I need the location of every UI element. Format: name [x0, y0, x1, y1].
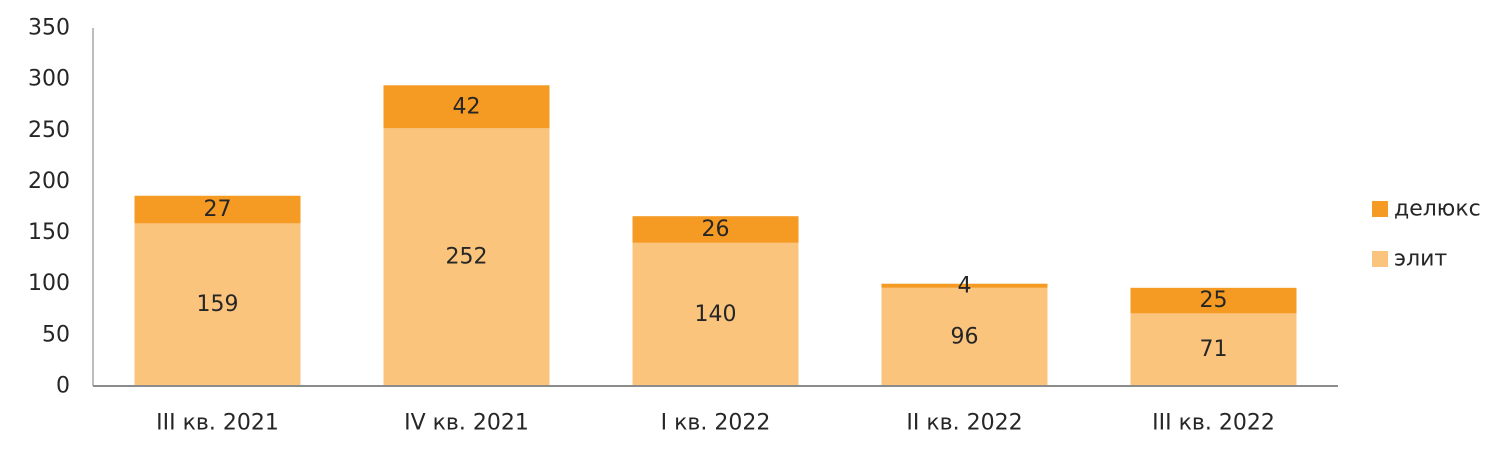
y-tick-label: 150	[28, 220, 70, 245]
x-tick-label: IV кв. 2021	[404, 411, 529, 436]
data-label: 159	[197, 292, 239, 317]
y-tick-label: 50	[42, 322, 70, 347]
x-tick-label: III кв. 2022	[1152, 411, 1275, 436]
y-tick-label: 200	[28, 169, 70, 194]
bar-segment	[881, 287, 1048, 386]
data-labels: 159 27 252 42 140 26 96 4 71 25	[197, 94, 1228, 362]
data-label: 27	[204, 197, 232, 222]
data-label: 140	[695, 302, 737, 327]
bar-segment	[632, 216, 799, 243]
y-tick-label: 350	[28, 16, 70, 41]
bar-segment	[881, 283, 1048, 288]
data-label: 26	[702, 217, 730, 242]
y-axis-ticks: 0 50 100 150 200 250 300 350	[28, 16, 70, 399]
legend-label: элит	[1394, 247, 1447, 272]
legend: делюкс элит	[1372, 197, 1481, 272]
y-tick-label: 0	[56, 374, 70, 399]
data-label: 25	[1200, 288, 1228, 313]
x-tick-label: I кв. 2022	[661, 411, 771, 436]
legend-swatch	[1372, 201, 1388, 217]
data-label: 71	[1200, 337, 1228, 362]
y-tick-label: 100	[28, 271, 70, 296]
legend-label: делюкс	[1394, 197, 1481, 222]
bar-segment	[383, 128, 550, 387]
x-tick-label: II кв. 2022	[906, 411, 1022, 436]
y-tick-label: 250	[28, 118, 70, 143]
legend-swatch	[1372, 251, 1388, 267]
bar-segment	[134, 195, 301, 224]
bar-segment	[1130, 287, 1297, 314]
x-axis-labels: III кв. 2021 IV кв. 2021 I кв. 2022 II кв. …	[156, 411, 1275, 436]
bar-segment	[1130, 313, 1297, 386]
x-tick-label: III кв. 2021	[156, 411, 279, 436]
data-label: 96	[951, 324, 979, 349]
bar-segment	[383, 85, 550, 129]
bars	[134, 85, 1297, 387]
data-label: 4	[958, 273, 972, 298]
y-tick-label: 300	[28, 67, 70, 92]
bar-segment	[632, 242, 799, 386]
data-label: 252	[446, 245, 488, 270]
data-label: 42	[453, 94, 481, 119]
bar-segment	[134, 223, 301, 386]
